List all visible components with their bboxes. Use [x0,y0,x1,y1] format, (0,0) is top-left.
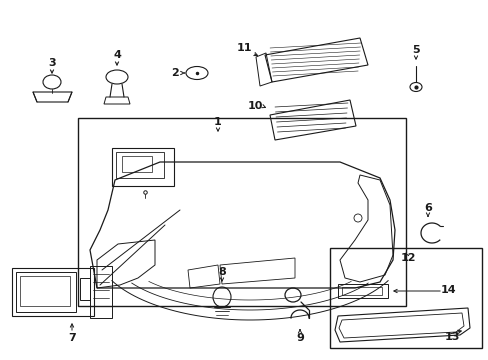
Bar [337,284,387,298]
Bar [341,287,381,295]
Text: 9: 9 [295,333,304,343]
Bar [80,278,90,300]
Text: 13: 13 [444,332,459,342]
Bar [329,248,481,348]
Text: 1: 1 [214,117,222,127]
Text: 11: 11 [236,43,251,53]
Bar [78,118,405,306]
Bar [122,156,152,172]
Bar [20,276,70,306]
Text: 8: 8 [218,267,225,277]
Bar [112,148,174,186]
Text: 12: 12 [400,253,415,263]
Text: 3: 3 [48,58,56,68]
Bar [116,152,163,178]
Text: 2: 2 [171,68,179,78]
Bar [90,266,112,318]
Bar [16,272,76,312]
Text: 4: 4 [113,50,121,60]
Text: 6: 6 [423,203,431,213]
Text: 10: 10 [247,101,262,111]
Text: 14: 14 [439,285,455,295]
Text: 5: 5 [411,45,419,55]
Text: 7: 7 [68,333,76,343]
Bar [12,268,94,316]
